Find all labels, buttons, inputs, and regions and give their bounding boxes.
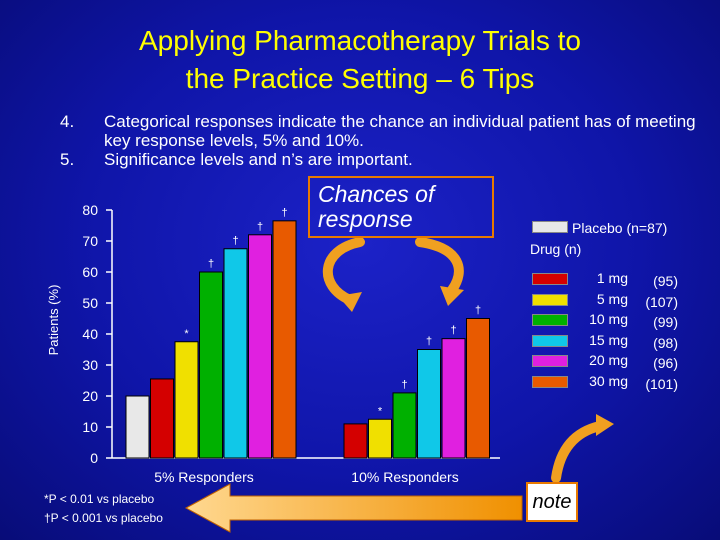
legend-swatch [532,375,568,388]
bar [248,234,272,459]
footnote-arrow [184,483,523,533]
footnote-p001: *P < 0.01 vs placebo [44,492,155,506]
y-tick-label: 80 [82,202,98,218]
y-tick-label: 10 [82,419,98,435]
legend-swatch [532,334,568,347]
bar [272,220,297,459]
title-line-1: Applying Pharmacotherapy Trials to [139,25,581,56]
legend-dose-label: 5 mg [596,290,628,307]
significance-mark: † [401,379,407,391]
note-arrow [551,414,614,483]
significance-mark: † [208,258,214,270]
tip-text: Categorical responses indicate the chanc… [104,112,696,150]
slide-title: Applying Pharmacotherapy Trials to the P… [0,22,720,98]
legend-swatch [532,293,568,306]
significance-mark: † [475,305,481,317]
bar [199,271,223,459]
bar [368,418,392,459]
legend-n-label: (107) [645,293,678,310]
significance-mark: † [450,325,456,337]
legend-swatch [532,314,568,326]
bar [441,338,466,459]
legend-swatch [532,355,568,367]
bar [223,248,248,459]
legend-drug-header: Drug (n) [530,241,582,257]
y-axis-label: Patients (%) [46,285,61,356]
tip-text: Significance levels and n’s are importan… [104,150,413,169]
tip-number: 4. [60,112,75,131]
bar [150,378,174,459]
significance-mark: † [281,207,287,219]
title-line-2: the Practice Setting – 6 Tips [185,63,535,94]
legend-dose-label: 1 mg [596,270,628,286]
y-tick-label: 70 [82,233,98,249]
y-tick-label: 0 [90,450,98,466]
legend-n-label: (99) [653,314,678,330]
legend-dose-label: 30 mg [589,372,628,389]
bar [417,349,441,459]
bar [392,392,417,459]
legend-swatch [532,273,568,285]
legend-n-label: (101) [645,375,678,392]
x-category-label: 5% Responders [154,469,254,485]
y-tick-label: 30 [82,357,98,373]
bar [343,423,368,459]
significance-mark: * [378,405,383,417]
significance-mark: † [257,221,263,233]
x-category-label: 10% Responders [351,469,458,485]
note-box: note [526,482,578,522]
legend-n-label: (96) [653,355,678,371]
y-tick-label: 60 [82,264,98,280]
callout-arrow-left [322,237,365,312]
tip-number: 5. [60,150,75,169]
legend-dose-label: 20 mg [589,352,628,368]
bar [174,341,199,459]
y-tick-label: 40 [82,326,98,342]
significance-mark: † [232,235,238,247]
y-tick-label: 20 [82,388,98,404]
legend-n-label: (95) [653,273,678,289]
legend-n-label: (98) [653,334,678,351]
significance-mark: * [184,328,189,340]
y-tick-label: 50 [82,295,98,311]
legend-dose-label: 15 mg [589,331,628,348]
bar [466,318,490,459]
significance-mark: † [426,336,432,348]
legend-dose-label: 10 mg [589,311,628,327]
legend-placebo-label: Placebo (n=87) [572,220,668,236]
callout-arrow-right [415,237,464,306]
footnote-p0001: †P < 0.001 vs placebo [44,511,163,525]
chances-callout: Chances of response [308,176,494,238]
legend-placebo-swatch [532,221,568,233]
bar [125,395,150,459]
